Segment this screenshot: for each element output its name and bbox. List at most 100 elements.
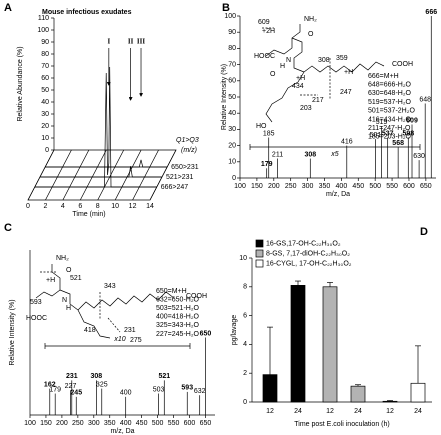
floor-grid-line bbox=[45, 149, 72, 201]
y-tick-label: 70 bbox=[41, 63, 49, 70]
structure-label: 231 bbox=[124, 327, 136, 334]
structure-label: +H bbox=[296, 75, 305, 82]
x-axis-label: m/z, Da bbox=[110, 428, 134, 435]
structure-label: HOOC bbox=[26, 315, 47, 322]
y-tick-label: 60 bbox=[41, 75, 49, 82]
structure-label: 434 bbox=[292, 83, 304, 90]
structure-label: HO bbox=[256, 123, 267, 130]
structure-label: +2H bbox=[262, 28, 275, 35]
structure-label: 418 bbox=[84, 327, 96, 334]
structure-label: 359 bbox=[336, 55, 348, 62]
peak-label: 416 bbox=[341, 138, 353, 145]
structure-label: COOH bbox=[392, 61, 413, 68]
x-tick-label: 300 bbox=[88, 420, 100, 427]
y-tick-label: 50 bbox=[228, 94, 236, 101]
peak-label: 666 bbox=[425, 9, 437, 16]
panel-letter: C bbox=[4, 222, 12, 234]
panel-letter: D bbox=[420, 226, 428, 238]
legend-label: 650>231 bbox=[171, 164, 199, 171]
bar bbox=[322, 286, 338, 403]
peak-label: 185 bbox=[263, 130, 275, 137]
x-tick-label: 0 bbox=[26, 203, 30, 210]
y-tick-label: 90 bbox=[41, 39, 49, 46]
x-tick-label: 24 bbox=[414, 408, 422, 415]
x-tick-label: 400 bbox=[120, 420, 132, 427]
y-tick-label: 70 bbox=[228, 61, 236, 68]
y-tick-label: 30 bbox=[41, 111, 49, 118]
floor-grid-line bbox=[149, 149, 177, 201]
structure-label: 609 bbox=[258, 19, 270, 26]
y-tick-label: 10 bbox=[239, 255, 247, 262]
structure-label: O bbox=[270, 71, 276, 78]
x-tick-label: 600 bbox=[403, 183, 415, 190]
y-tick-label: 80 bbox=[228, 45, 236, 52]
y-tick-label: 0 bbox=[232, 175, 236, 182]
x-tick-label: 6 bbox=[78, 203, 82, 210]
y-tick-label: 50 bbox=[41, 87, 49, 94]
fragment-line bbox=[262, 27, 331, 100]
fragment-label: 503=521-H₂O bbox=[156, 305, 200, 312]
fragment-label: 325=343-H₂O bbox=[156, 322, 200, 329]
x-tick-label: 650 bbox=[420, 183, 432, 190]
fragment-label: 211=247-H₂O bbox=[368, 125, 411, 132]
structure-label: O bbox=[66, 267, 72, 274]
fragment-label: 227=245-H₂O bbox=[156, 331, 200, 338]
fragment-label: 630=648-H₂O bbox=[368, 90, 412, 97]
bond bbox=[265, 71, 305, 123]
peak-label: 227 bbox=[65, 383, 77, 390]
peak-label: 162 bbox=[44, 381, 56, 388]
x-tick-label: 600 bbox=[184, 420, 196, 427]
x-tick-label: 250 bbox=[285, 183, 297, 190]
peak-label: 593 bbox=[181, 385, 193, 392]
peak-label: 630 bbox=[413, 153, 425, 160]
fragment-label: 185=203-H₂O bbox=[368, 134, 412, 141]
legend-title: Q1>Q3 bbox=[176, 137, 199, 144]
structure-label: N bbox=[62, 297, 67, 304]
x-tick-label: 14 bbox=[146, 203, 154, 210]
structure-label: 308 bbox=[318, 57, 330, 64]
y-tick-label: 0 bbox=[45, 147, 49, 154]
fragment-label: 501=537-2H₂O bbox=[368, 108, 415, 115]
x-tick-label: 24 bbox=[354, 408, 362, 415]
x-tick-label: 12 bbox=[386, 408, 394, 415]
y-tick-label: 2 bbox=[243, 370, 247, 377]
peak-label: 648 bbox=[419, 96, 431, 103]
bond bbox=[265, 24, 305, 73]
x-tick-label: 400 bbox=[336, 183, 348, 190]
floor-grid-line bbox=[79, 149, 107, 201]
peak-label: 501 bbox=[370, 132, 382, 139]
peak-label: 568 bbox=[392, 140, 404, 147]
peak-label: III bbox=[137, 38, 145, 46]
y-tick-label: 30 bbox=[228, 126, 236, 133]
trace bbox=[45, 159, 168, 168]
bar bbox=[410, 382, 426, 403]
x-tick-label: 10 bbox=[111, 203, 119, 210]
peak-label: 650 bbox=[200, 330, 212, 337]
x-tick-label: 300 bbox=[302, 183, 314, 190]
legend-label: 16-GS,17-OH-C₂₂H₃₀O₂ bbox=[266, 240, 341, 247]
x-tick-label: 150 bbox=[251, 183, 263, 190]
x-tick-label: 12 bbox=[129, 203, 137, 210]
legend-swatch bbox=[255, 239, 264, 248]
peak-label: 598 bbox=[402, 130, 414, 137]
legend-swatch bbox=[255, 249, 264, 258]
x-tick-label: 250 bbox=[72, 420, 84, 427]
peak-label: 609 bbox=[406, 117, 418, 124]
peak-label: 503 bbox=[153, 386, 165, 393]
y-tick-label: 100 bbox=[37, 27, 49, 34]
y-axis-label: Relative Abundance (%) bbox=[17, 46, 24, 121]
fragment-label: 632=650-H₂O bbox=[156, 296, 200, 303]
scale-label: x5 bbox=[330, 151, 339, 158]
floor-grid-line bbox=[114, 149, 142, 201]
peak-label: 537 bbox=[382, 130, 394, 137]
x-axis-label: m/z, Da bbox=[326, 191, 350, 198]
bar bbox=[382, 400, 398, 403]
fragment-label: 416=434-H₂O bbox=[368, 116, 412, 123]
y-tick-label: 8 bbox=[243, 284, 247, 291]
trace bbox=[39, 166, 162, 178]
structure-label: COOH bbox=[186, 293, 207, 300]
y-tick-label: 100 bbox=[224, 13, 236, 20]
x-tick-label: 350 bbox=[104, 420, 116, 427]
bar bbox=[350, 385, 366, 403]
y-tick-label: 20 bbox=[41, 123, 49, 130]
